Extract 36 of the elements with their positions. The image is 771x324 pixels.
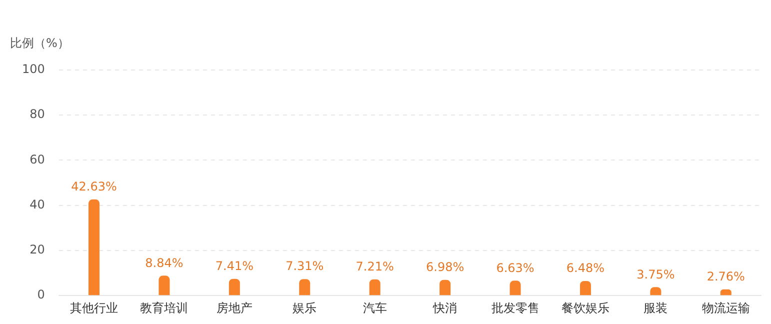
x-tick-label: 房地产 bbox=[216, 300, 252, 315]
data-label: 6.98% bbox=[426, 260, 464, 274]
x-tick-label: 汽车 bbox=[362, 300, 387, 315]
bar bbox=[158, 276, 170, 296]
data-label: 7.21% bbox=[356, 259, 394, 274]
x-tick-label: 其他行业 bbox=[70, 300, 118, 315]
y-tick-label: 40 bbox=[30, 197, 45, 212]
x-tick-label: 物流运输 bbox=[702, 300, 750, 315]
x-tick-label: 快消 bbox=[432, 300, 458, 315]
data-label: 6.48% bbox=[566, 261, 605, 276]
x-tick-label: 娱乐 bbox=[292, 300, 317, 315]
y-axis-title: 比例（%） bbox=[10, 36, 70, 50]
y-tick-label: 80 bbox=[30, 107, 45, 122]
data-label: 2.76% bbox=[706, 270, 745, 284]
y-tick-label: 100 bbox=[22, 62, 45, 76]
bar bbox=[510, 280, 521, 296]
x-tick-label: 批发零售 bbox=[491, 300, 540, 315]
x-tick-label: 服装 bbox=[644, 300, 668, 315]
y-tick-label: 20 bbox=[30, 242, 45, 257]
bar bbox=[440, 280, 451, 296]
bar bbox=[88, 199, 100, 296]
bar bbox=[369, 279, 380, 296]
data-label: 8.84% bbox=[145, 256, 184, 270]
y-tick-label: 0 bbox=[37, 288, 45, 302]
bar bbox=[580, 280, 591, 296]
x-tick-label: 餐饮娱乐 bbox=[561, 300, 610, 315]
data-label: 42.63% bbox=[71, 180, 117, 194]
bar bbox=[720, 289, 732, 296]
bar bbox=[228, 278, 240, 296]
data-label: 7.41% bbox=[215, 259, 254, 274]
x-tick-label: 教育培训 bbox=[140, 300, 188, 315]
data-label: 3.75% bbox=[636, 267, 675, 282]
y-tick-label: 60 bbox=[30, 152, 45, 166]
data-label: 6.63% bbox=[496, 260, 534, 275]
data-label: 7.31% bbox=[286, 259, 324, 274]
bar bbox=[299, 279, 310, 296]
